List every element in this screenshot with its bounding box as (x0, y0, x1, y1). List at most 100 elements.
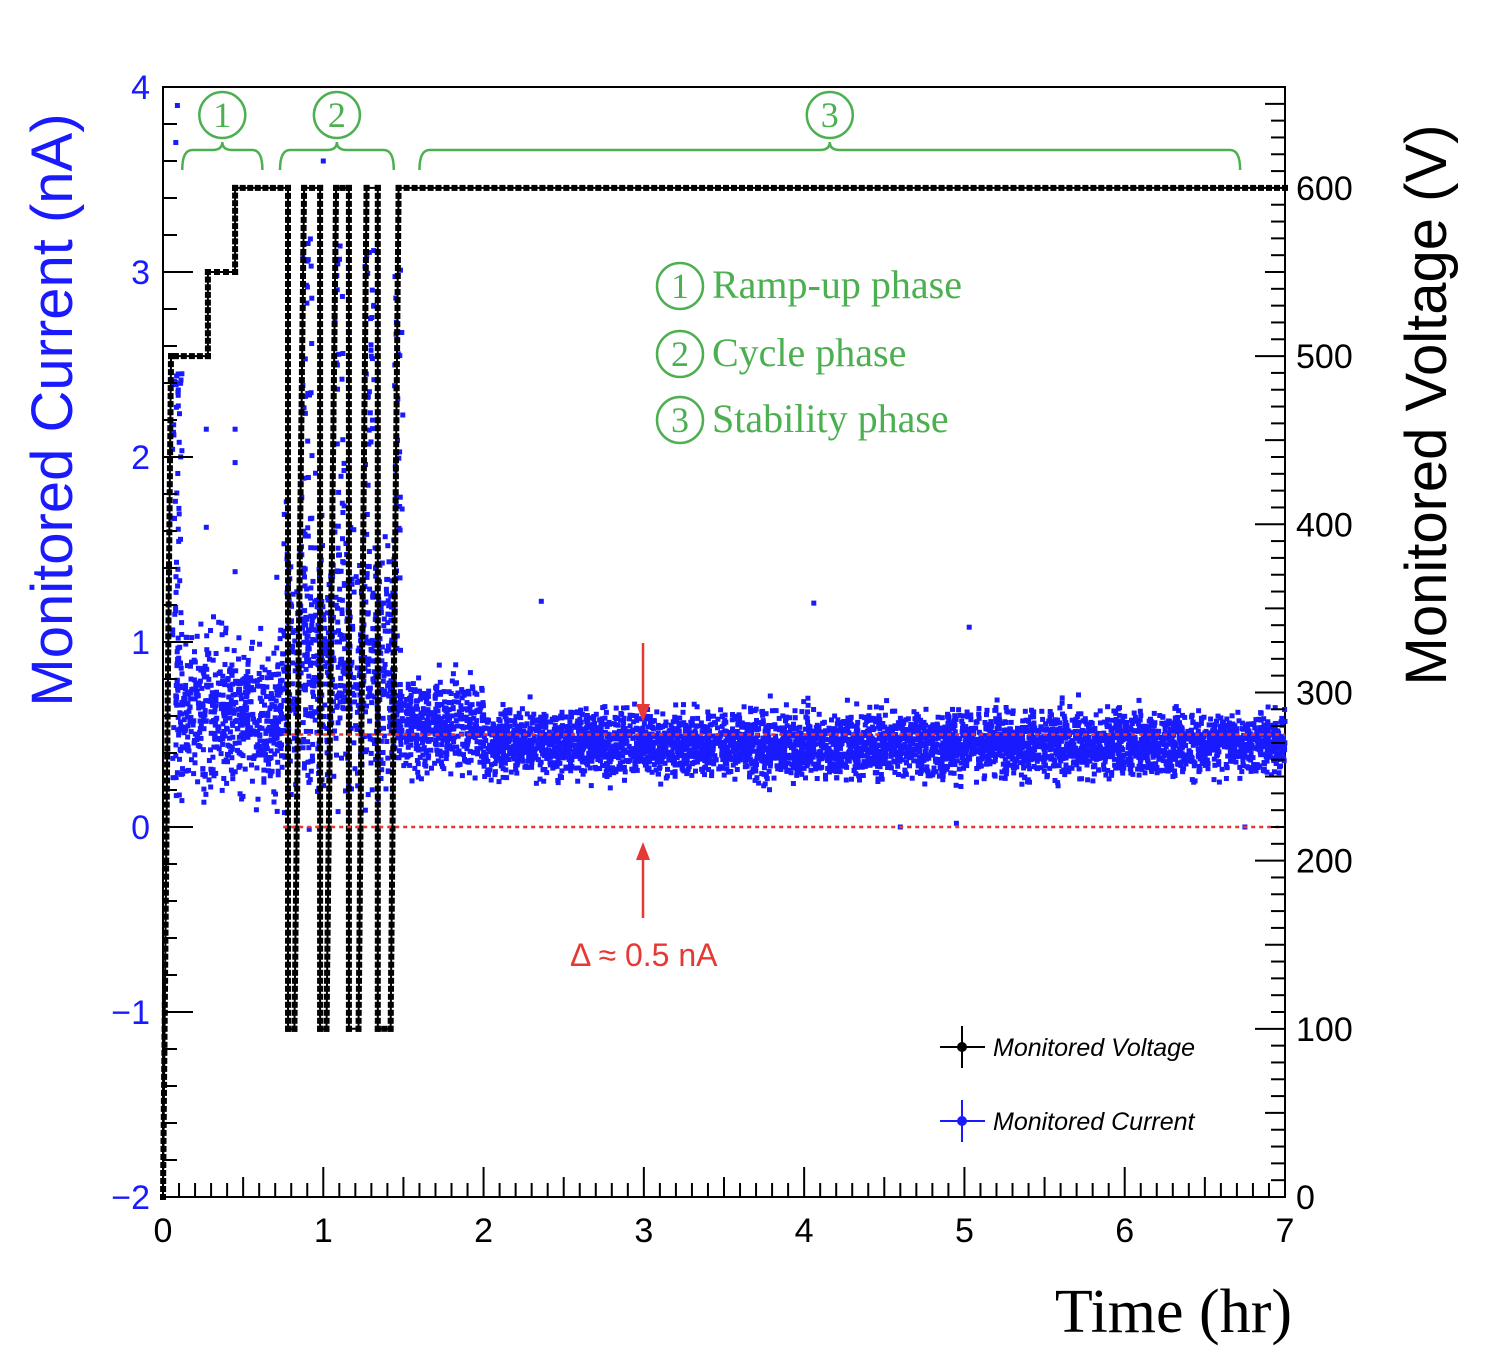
current-point (1212, 722, 1218, 728)
current-point (255, 796, 261, 802)
current-point (468, 710, 474, 716)
current-point (858, 714, 864, 720)
current-point (249, 778, 255, 784)
current-point (325, 653, 331, 658)
current-point (209, 719, 215, 725)
current-point (453, 718, 459, 724)
current-point (272, 684, 278, 690)
current-point (875, 779, 881, 784)
current-point (828, 749, 834, 755)
current-point (1021, 758, 1027, 764)
current-point (381, 725, 386, 731)
current-point (271, 728, 277, 734)
current-point (372, 741, 377, 746)
current-point (183, 641, 189, 647)
current-point (790, 754, 796, 760)
current-point (365, 792, 371, 798)
current-point (1180, 744, 1186, 750)
current-point (1120, 747, 1126, 752)
current-point (632, 751, 638, 757)
current-point (234, 717, 240, 723)
current-point (260, 684, 266, 689)
current-point (934, 721, 940, 727)
current-point (1189, 754, 1195, 760)
current-point (369, 787, 375, 793)
current-point (384, 648, 390, 654)
current-point (183, 726, 189, 732)
current-point (388, 707, 393, 713)
current-point (792, 708, 798, 714)
current-point (755, 750, 761, 755)
current-point (334, 752, 339, 758)
current-point (281, 541, 287, 547)
current-point (680, 709, 686, 715)
current-point (265, 710, 271, 716)
current-point (565, 727, 570, 733)
current-point (786, 752, 792, 758)
current-point (468, 757, 474, 763)
current-point (277, 743, 283, 748)
current-point (212, 672, 218, 678)
current-point (1059, 700, 1065, 706)
current-point (627, 723, 633, 729)
current-point (861, 759, 867, 765)
current-point (337, 715, 343, 721)
current-point (436, 662, 442, 668)
current-point (1028, 754, 1034, 759)
current-point (438, 715, 444, 721)
current-point (1128, 766, 1134, 772)
current-point (681, 702, 686, 708)
current-point (952, 729, 958, 735)
current-point (480, 703, 486, 709)
current-point (482, 774, 488, 779)
current-point (1191, 763, 1197, 769)
current-point (301, 565, 307, 571)
current-point (308, 758, 314, 764)
current-point (1073, 745, 1079, 751)
current-point (355, 702, 361, 708)
current-point (223, 702, 229, 708)
current-point (273, 672, 279, 678)
current-point (411, 688, 417, 694)
current-point (237, 763, 243, 769)
current-point (1278, 719, 1284, 725)
current-point (987, 761, 993, 767)
current-point (737, 751, 743, 757)
current-point (423, 748, 429, 754)
current-point (209, 690, 215, 696)
current-point (913, 736, 919, 742)
current-point (351, 589, 357, 595)
current-point (509, 718, 515, 724)
current-point (299, 683, 305, 689)
current-point (277, 683, 283, 689)
current-point (1228, 758, 1233, 764)
current-point (363, 640, 369, 646)
current-point (847, 718, 853, 724)
current-point (193, 685, 199, 691)
current-point (615, 755, 621, 761)
current-point (715, 716, 721, 722)
current-point (1265, 729, 1271, 735)
current-point (557, 773, 563, 779)
current-point (382, 628, 388, 634)
current-point (560, 730, 566, 736)
current-point (264, 675, 270, 681)
current-point (1072, 719, 1078, 725)
current-point (245, 723, 251, 729)
current-point (424, 725, 429, 731)
current-point (748, 709, 754, 715)
current-point (760, 712, 766, 718)
current-point (481, 725, 487, 731)
current-point (764, 746, 770, 752)
current-point (904, 754, 909, 760)
current-point (422, 722, 427, 728)
current-point (395, 718, 401, 724)
current-point (188, 714, 194, 720)
current-point (773, 726, 779, 732)
current-point (1004, 734, 1010, 740)
current-point (255, 683, 260, 689)
current-point (701, 754, 706, 760)
current-point (229, 744, 235, 750)
current-point (1172, 768, 1177, 774)
current-point (733, 713, 739, 719)
